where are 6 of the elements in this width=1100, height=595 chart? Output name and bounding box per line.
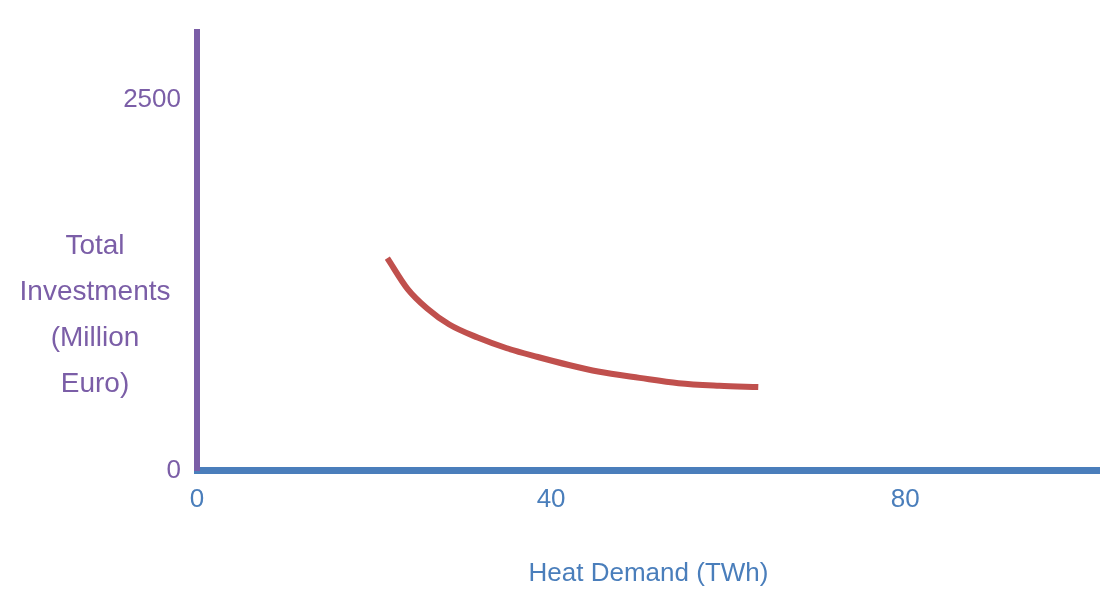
- x-tick-label: 40: [536, 483, 566, 514]
- x-axis-title: Heat Demand (TWh): [528, 556, 769, 587]
- x-tick-label: 80: [890, 483, 920, 514]
- y-axis-title: Total Investments (Million Euro): [19, 228, 171, 398]
- x-tick-label: 0: [189, 483, 205, 514]
- y-tick-label: 2500: [123, 82, 181, 113]
